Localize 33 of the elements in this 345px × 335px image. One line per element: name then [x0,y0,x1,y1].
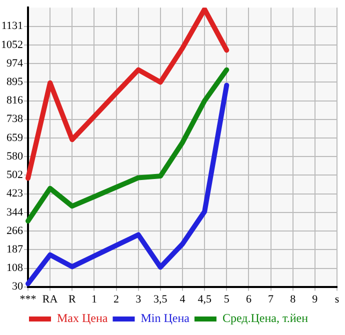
x-tick-label: RA [42,293,58,306]
y-tick-label: 423 [6,188,24,200]
x-tick-label: R [68,293,76,306]
x-tick-label: 4,5 [198,293,212,306]
x-tick-label: 4 [180,293,186,306]
x-tick-label: 3 [136,293,142,306]
x-tick-label: 8 [290,293,296,306]
legend-label: Min Цена [140,311,190,326]
y-tick-label: 738 [6,113,24,126]
legend-label: Сред.Цена, т.йен [222,311,309,326]
y-tick-label: 895 [6,76,24,88]
y-tick-label: 1131 [1,20,23,32]
y-tick-label: 266 [6,224,24,237]
y-tick-label: 108 [6,262,24,274]
y-tick-label: 974 [6,57,24,70]
x-tick-label: s [334,293,340,306]
y-tick-label: 659 [6,132,24,144]
x-tick-label: 1 [91,293,97,306]
y-tick-label: 502 [6,169,23,182]
y-tick-label: 344 [6,206,24,218]
x-tick-label: 3,5 [154,293,168,306]
legend-label: Max Цена [56,311,108,326]
x-tick-label: 9 [312,293,318,306]
y-tick-label: 1052 [1,38,23,51]
x-tick-label: 5 [224,293,230,306]
y-tick-label: 187 [6,244,24,256]
y-tick-label: 816 [6,94,24,107]
x-tick-label: *** [20,293,36,306]
x-tick-label: 2 [114,293,120,306]
x-tick-label: 6 [246,293,252,306]
y-tick-label: 30 [12,280,24,293]
x-tick-label: 7 [268,293,274,306]
y-tick-label: 580 [6,150,24,163]
